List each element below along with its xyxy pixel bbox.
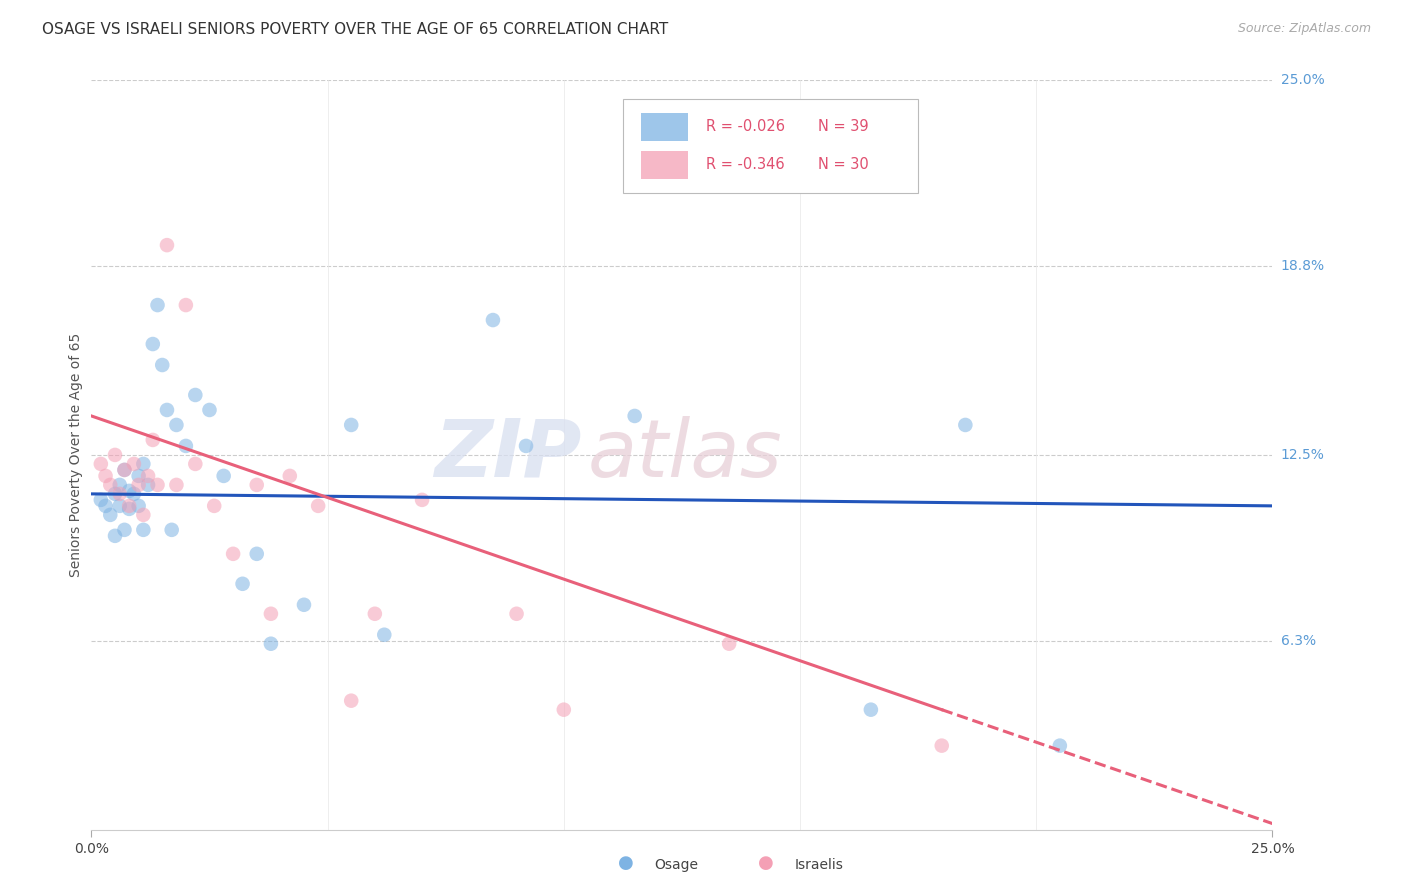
Point [859,703,882,717]
Point [132,508,155,522]
Point [292,598,315,612]
Point [128,469,150,483]
Point [122,457,145,471]
Point [94,469,117,483]
Point [90,457,112,471]
Point [482,313,505,327]
Point [165,478,187,492]
Point [114,463,136,477]
Text: ●: ● [758,855,775,872]
Point [165,417,187,432]
Bar [641,112,688,141]
Bar [641,151,688,179]
Text: 12.5%: 12.5% [1281,448,1324,462]
Point [340,417,363,432]
Point [246,547,269,561]
Point [104,448,127,462]
Text: Israelis: Israelis [794,858,844,872]
Text: Osage: Osage [654,858,697,872]
Text: ●: ● [617,855,634,872]
Point [160,523,183,537]
Point [90,492,112,507]
Point [174,298,197,312]
Point [373,628,395,642]
Point [122,487,145,501]
Point [278,469,301,483]
Point [364,607,387,621]
Text: R = -0.346: R = -0.346 [706,157,785,172]
Point [260,607,283,621]
Text: ZIP: ZIP [434,416,582,494]
Point [108,487,131,501]
Point [515,439,537,453]
FancyBboxPatch shape [623,99,918,193]
Point [118,483,141,498]
Point [136,478,159,492]
Point [340,694,363,708]
Point [146,298,169,312]
Point [146,478,169,492]
Point [246,478,269,492]
Point [128,478,150,492]
Point [955,417,977,432]
Point [198,403,221,417]
Point [202,499,225,513]
Point [411,492,433,507]
Point [132,457,155,471]
Point [260,637,283,651]
Text: 6.3%: 6.3% [1281,633,1316,648]
Text: OSAGE VS ISRAELI SENIORS POVERTY OVER THE AGE OF 65 CORRELATION CHART: OSAGE VS ISRAELI SENIORS POVERTY OVER TH… [42,22,668,37]
Point [142,433,165,447]
Point [108,499,131,513]
Text: Source: ZipAtlas.com: Source: ZipAtlas.com [1237,22,1371,36]
Point [118,499,141,513]
Point [150,358,173,372]
Point [94,499,117,513]
Point [174,439,197,453]
Text: N = 30: N = 30 [818,157,869,172]
Point [212,469,235,483]
Point [108,478,131,492]
Y-axis label: Seniors Poverty Over the Age of 65: Seniors Poverty Over the Age of 65 [69,333,83,577]
Text: 18.8%: 18.8% [1281,259,1324,273]
Point [104,529,127,543]
Point [156,238,179,252]
Point [718,637,741,651]
Point [128,499,150,513]
Text: N = 39: N = 39 [818,120,869,135]
Point [553,703,575,717]
Text: R = -0.026: R = -0.026 [706,120,785,135]
Point [98,508,121,522]
Point [184,388,207,402]
Point [136,469,159,483]
Point [98,478,121,492]
Point [232,576,254,591]
Point [222,547,245,561]
Point [931,739,953,753]
Point [132,523,155,537]
Point [505,607,527,621]
Point [142,337,165,351]
Text: 25.0%: 25.0% [1281,73,1324,87]
Point [118,501,141,516]
Point [114,463,136,477]
Point [184,457,207,471]
Point [156,403,179,417]
Text: atlas: atlas [588,416,782,494]
Point [1049,739,1071,753]
Point [623,409,645,423]
Point [307,499,329,513]
Point [114,523,136,537]
Point [104,487,127,501]
